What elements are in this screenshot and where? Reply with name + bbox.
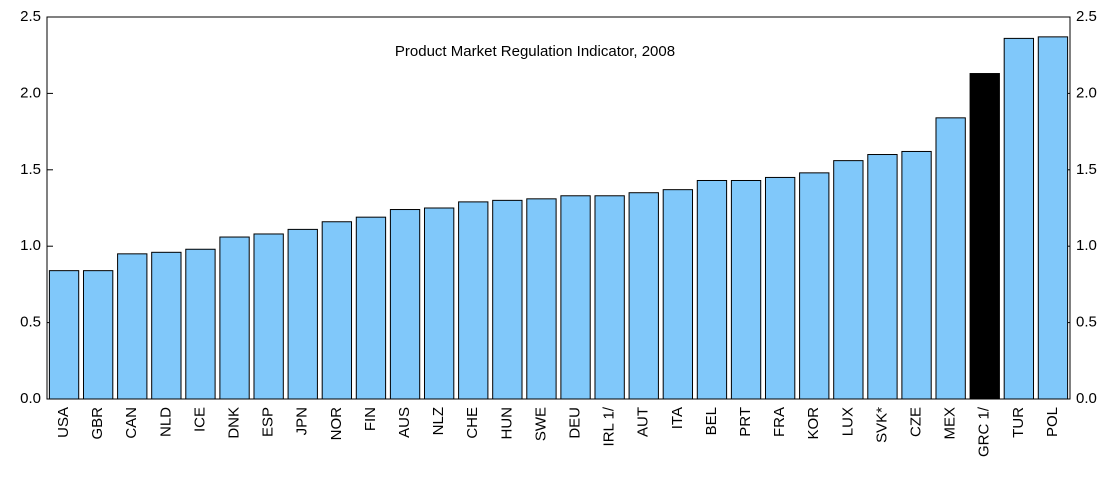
- bar: [321, 221, 353, 400]
- bar: [526, 198, 557, 400]
- bar: [185, 248, 216, 400]
- y2-tick-label: 2.5: [1076, 8, 1097, 25]
- bar: [458, 201, 489, 400]
- x-tick-label: POL: [1044, 407, 1061, 437]
- x-tick-label: CAN: [123, 407, 140, 439]
- x-tick-label: SWE: [532, 407, 549, 441]
- x-tick-label: ESP: [260, 407, 277, 437]
- bar: [389, 209, 421, 400]
- x-tick-label: IRL 1/: [601, 406, 618, 446]
- x-tick-label: GRC 1/: [976, 406, 993, 457]
- x-tick-label: FIN: [362, 407, 379, 431]
- bar: [423, 207, 455, 400]
- bar: [287, 228, 318, 400]
- x-tick-label: LUX: [839, 407, 856, 436]
- x-tick-label: CZE: [908, 407, 925, 437]
- x-tick-label: ITA: [669, 407, 686, 429]
- bar: [628, 192, 659, 400]
- x-tick-label: NLD: [157, 407, 174, 437]
- x-tick-label: AUS: [396, 407, 413, 438]
- bar: [935, 117, 966, 400]
- x-tick-label: KOR: [805, 407, 822, 440]
- x-tick-label: USA: [55, 407, 72, 438]
- y2-tick-label: 0.5: [1076, 314, 1097, 331]
- x-tick-label: NOR: [328, 407, 345, 441]
- bar: [82, 270, 114, 400]
- x-tick-label: JPN: [294, 407, 311, 435]
- bar: [1003, 37, 1035, 400]
- y2-tick-label: 1.0: [1076, 237, 1097, 254]
- bar: [560, 195, 591, 400]
- bar: [253, 233, 284, 400]
- bar: [662, 189, 694, 400]
- x-tick-label: TUR: [1010, 407, 1027, 438]
- x-tick-label: AUT: [635, 407, 652, 437]
- y-tick-label: 1.5: [20, 161, 41, 178]
- bar: [219, 236, 250, 400]
- y-tick-label: 0.5: [20, 314, 41, 331]
- bar: [1037, 36, 1069, 400]
- bar: [594, 195, 625, 400]
- bar: [867, 154, 898, 400]
- bar: [799, 172, 830, 400]
- bar: [696, 179, 728, 400]
- bar: [764, 176, 796, 400]
- bar: [117, 253, 148, 400]
- x-tick-label: BEL: [703, 407, 720, 435]
- bar: [355, 216, 387, 400]
- y-tick-label: 2.0: [20, 84, 41, 101]
- x-tick-label: DEU: [567, 407, 584, 439]
- bar: [492, 199, 523, 400]
- bar: [833, 160, 864, 400]
- x-tick-label: MEX: [942, 407, 959, 440]
- bar: [901, 150, 932, 400]
- bar: [48, 270, 80, 400]
- y-tick-label: 1.0: [20, 237, 41, 254]
- x-tick-label: ICE: [191, 407, 208, 432]
- bar: [151, 251, 182, 400]
- chart-title: Product Market Regulation Indicator, 200…: [395, 43, 675, 60]
- x-tick-label: FRA: [771, 407, 788, 437]
- y2-tick-label: 0.0: [1076, 390, 1097, 407]
- bar: [730, 179, 762, 400]
- y-tick-label: 0.0: [20, 390, 41, 407]
- y2-tick-label: 1.5: [1076, 161, 1097, 178]
- bar: [969, 73, 1000, 400]
- x-tick-label: SVK*: [873, 407, 890, 443]
- x-tick-label: HUN: [498, 407, 515, 440]
- x-tick-label: NLZ: [430, 407, 447, 435]
- plot-frame: [46, 16, 1071, 400]
- x-tick-label: PRT: [737, 407, 754, 437]
- x-tick-label: DNK: [226, 407, 243, 439]
- y2-tick-label: 2.0: [1076, 84, 1097, 101]
- x-tick-label: GBR: [89, 407, 106, 440]
- x-tick-label: CHE: [464, 407, 481, 439]
- y-tick-label: 2.5: [20, 8, 41, 25]
